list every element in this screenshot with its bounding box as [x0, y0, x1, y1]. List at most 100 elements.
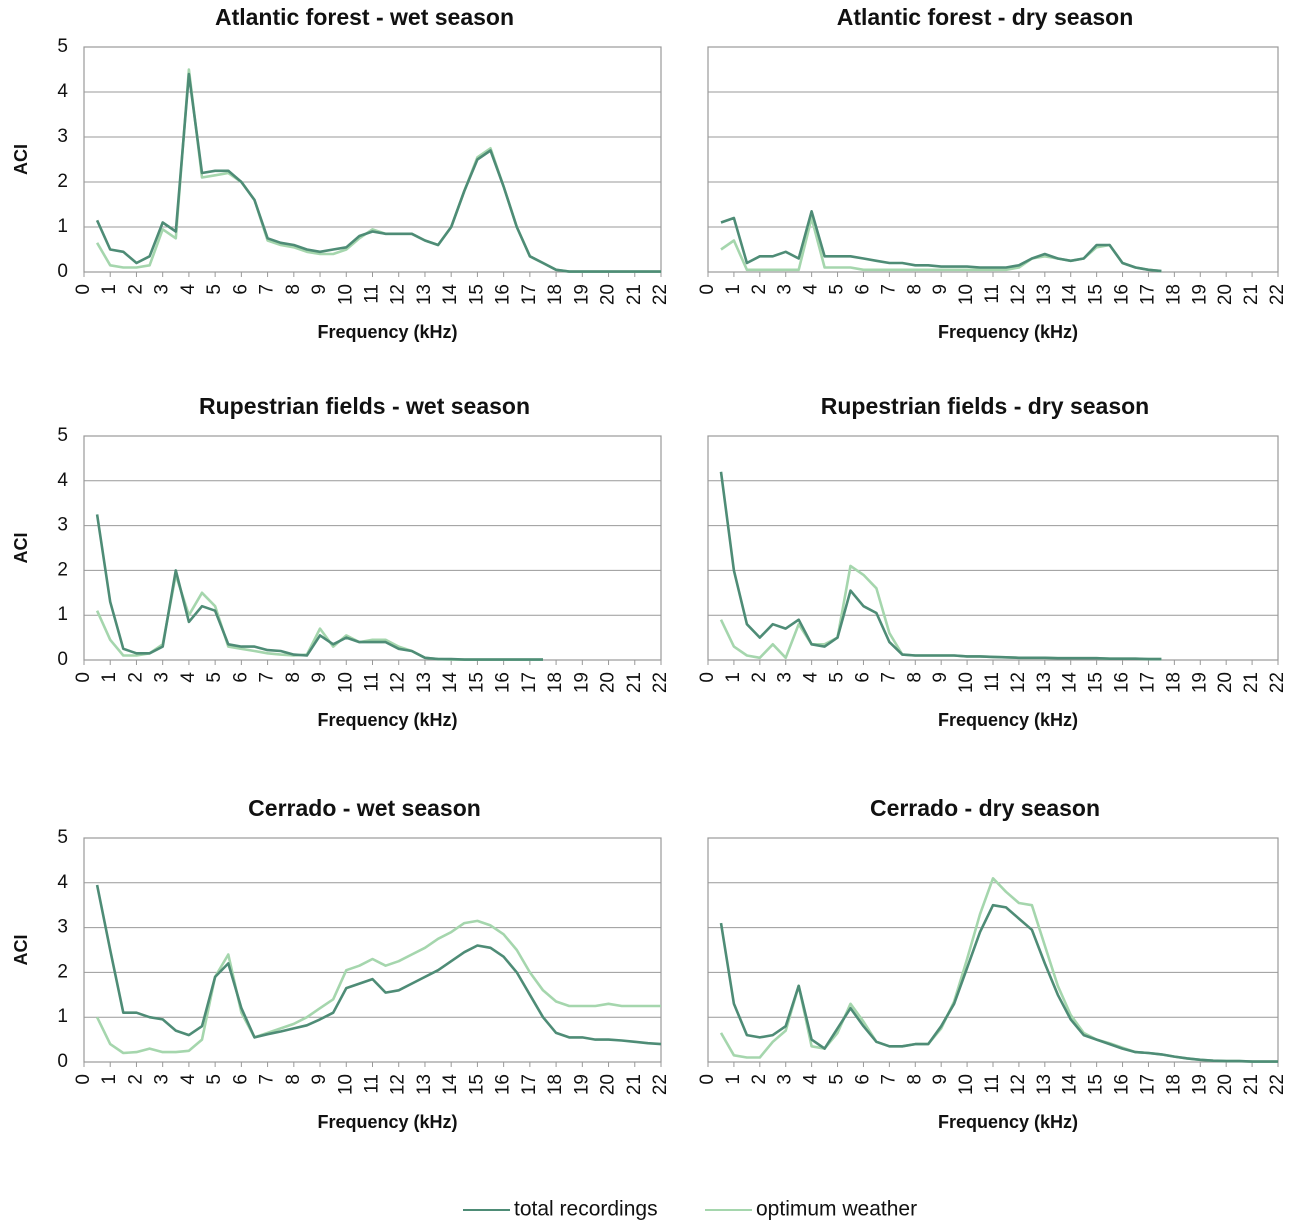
y-tick-label: 0: [57, 649, 68, 670]
x-tick-label: 20: [598, 284, 619, 305]
x-tick-label: 17: [1137, 1074, 1158, 1095]
x-tick-label: 11: [362, 672, 383, 692]
x-tick-label: 18: [545, 672, 566, 693]
y-tick-label: 0: [57, 1051, 68, 1072]
x-tick-label: 8: [283, 1074, 304, 1085]
chart-title: Rupestrian fields - wet season: [199, 393, 530, 419]
x-tick-label: 5: [204, 672, 225, 683]
series-line: [719, 564, 1162, 661]
y-tick-label: 4: [57, 470, 68, 491]
x-axis-label: Frequency (kHz): [317, 322, 457, 342]
x-tick-label: 21: [624, 284, 645, 305]
y-tick-label: 2: [57, 961, 68, 982]
x-tick-label: 19: [1189, 1074, 1210, 1095]
x-tick-label: 4: [178, 672, 199, 683]
x-tick-label: 5: [204, 284, 225, 295]
x-tick-label: 7: [878, 1074, 899, 1085]
x-tick-label: 1: [723, 1074, 744, 1085]
series-line: [95, 919, 661, 1055]
x-tick-label: 12: [1008, 284, 1029, 305]
x-tick-label: 15: [1086, 672, 1107, 693]
x-tick-label: 14: [1060, 672, 1081, 694]
plot-frame: [83, 435, 662, 661]
x-tick-label: 0: [697, 284, 718, 295]
series-line: [95, 514, 543, 661]
series-line: [719, 903, 1278, 1063]
x-tick-label: 15: [466, 284, 487, 305]
x-tick-label: 21: [624, 672, 645, 693]
x-tick-label: 18: [1163, 672, 1184, 693]
x-tick-label: 10: [956, 1074, 977, 1095]
x-tick-label: 13: [414, 284, 435, 305]
x-tick-label: 20: [1215, 1074, 1236, 1095]
x-tick-label: 19: [571, 1074, 592, 1095]
x-tick-label: 6: [852, 1074, 873, 1085]
plot-frame: [707, 46, 1279, 273]
x-tick-label: 20: [598, 1074, 619, 1095]
series-line: [719, 471, 1162, 661]
x-tick-label: 2: [125, 284, 146, 295]
x-tick-label: 4: [801, 672, 822, 683]
x-tick-label: 5: [827, 1074, 848, 1085]
x-tick-label: 4: [178, 1074, 199, 1085]
x-tick-label: 20: [598, 672, 619, 693]
x-tick-label: 1: [99, 1074, 120, 1085]
x-tick-label: 10: [335, 1074, 356, 1095]
x-tick-label: 22: [1267, 1074, 1288, 1095]
y-tick-label: 1: [57, 1006, 68, 1027]
x-tick-label: 3: [775, 284, 796, 295]
x-axis-label: Frequency (kHz): [938, 322, 1078, 342]
x-tick-label: 0: [697, 1074, 718, 1085]
x-tick-label: 21: [624, 1074, 645, 1095]
x-tick-label: 3: [152, 284, 173, 295]
x-tick-label: 10: [956, 672, 977, 693]
y-tick-label: 1: [57, 604, 68, 625]
x-tick-label: 22: [650, 1074, 671, 1095]
x-tick-label: 16: [1112, 284, 1133, 305]
x-tick-label: 11: [982, 284, 1003, 304]
x-tick-label: 16: [493, 284, 514, 305]
x-tick-label: 19: [1189, 672, 1210, 693]
x-tick-label: 19: [1189, 284, 1210, 305]
x-tick-label: 2: [125, 672, 146, 683]
series-line: [720, 210, 1162, 273]
x-tick-label: 13: [414, 1074, 435, 1095]
x-tick-label: 22: [650, 672, 671, 693]
x-tick-label: 5: [827, 672, 848, 683]
chart-title: Atlantic forest - dry season: [837, 4, 1134, 30]
x-tick-label: 18: [1163, 1074, 1184, 1095]
x-tick-label: 12: [388, 1074, 409, 1095]
x-tick-label: 9: [309, 672, 330, 683]
y-axis-label: ACI: [11, 935, 31, 966]
x-tick-label: 11: [362, 284, 383, 304]
x-tick-label: 17: [519, 672, 540, 693]
chart-title: Cerrado - wet season: [248, 795, 481, 821]
x-tick-label: 12: [1008, 1074, 1029, 1095]
x-tick-label: 15: [466, 1074, 487, 1095]
x-tick-label: 15: [466, 672, 487, 693]
x-tick-label: 13: [1034, 1074, 1055, 1095]
x-tick-label: 14: [440, 672, 461, 694]
x-tick-label: 4: [801, 284, 822, 295]
x-tick-label: 8: [283, 284, 304, 295]
x-tick-label: 14: [440, 1074, 461, 1096]
x-tick-label: 10: [335, 672, 356, 693]
x-tick-label: 2: [749, 1074, 770, 1085]
x-tick-label: 6: [852, 672, 873, 683]
y-tick-label: 4: [57, 872, 68, 893]
x-tick-label: 14: [440, 284, 461, 306]
x-tick-label: 20: [1215, 284, 1236, 305]
x-tick-label: 16: [493, 672, 514, 693]
x-tick-label: 9: [930, 1074, 951, 1085]
x-tick-label: 8: [904, 284, 925, 295]
x-tick-label: 17: [519, 1074, 540, 1095]
x-tick-label: 0: [73, 672, 94, 683]
x-tick-label: 21: [1241, 284, 1262, 305]
x-tick-label: 6: [230, 672, 251, 683]
chart-title: Cerrado - dry season: [870, 795, 1100, 821]
x-tick-label: 10: [335, 284, 356, 305]
x-tick-label: 2: [749, 284, 770, 295]
y-tick-label: 3: [57, 515, 68, 536]
x-tick-label: 8: [283, 672, 304, 683]
